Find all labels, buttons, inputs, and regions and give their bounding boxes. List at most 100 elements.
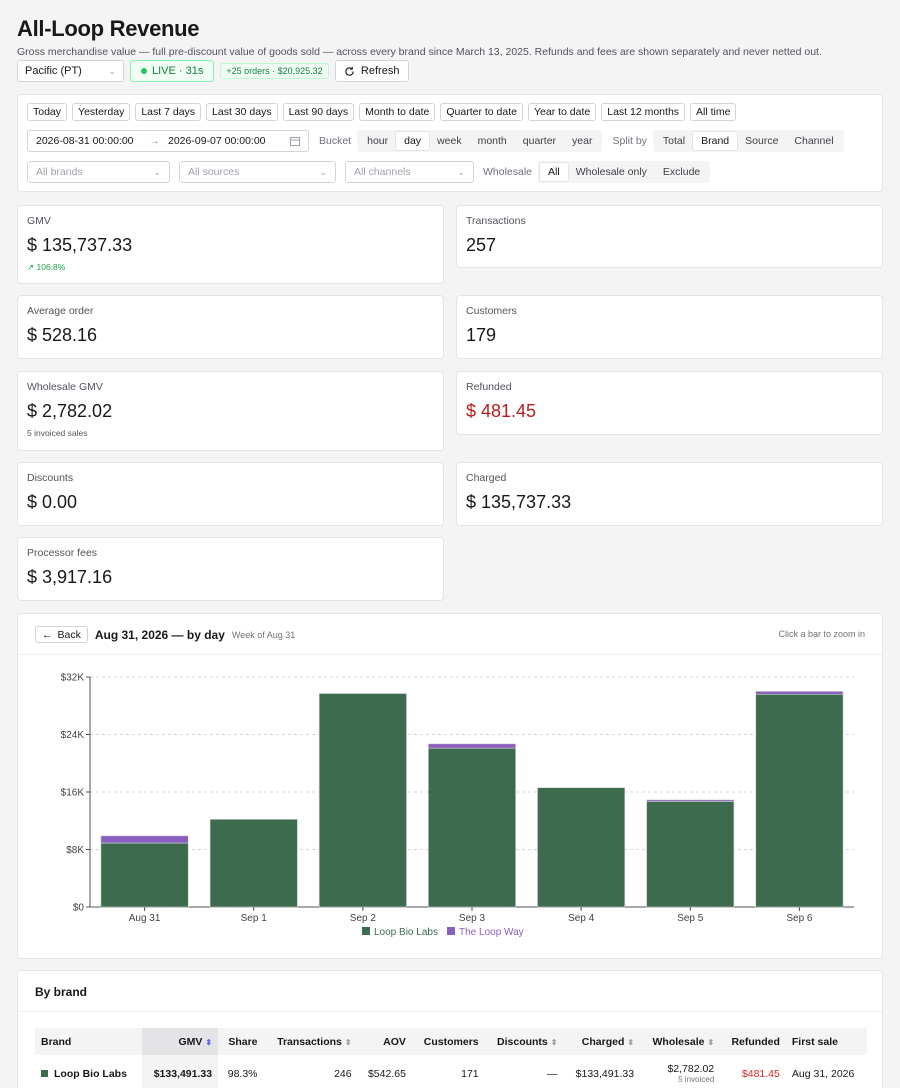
refresh-label: Refresh [360, 65, 400, 77]
wholesale-toggle: All Wholesale only Exclude [538, 161, 711, 183]
column-header-wholesale[interactable]: Wholesale ⬍ [640, 1028, 721, 1055]
column-header-first-sale[interactable]: First sale [785, 1028, 867, 1055]
metric-value: $ 481.45 [466, 401, 537, 421]
metric-fees: Processor fees $ 3,917.16 [17, 537, 444, 601]
x-tick-label: Sep 4 [568, 913, 595, 924]
brands-select[interactable]: All brands ⌄ [27, 161, 170, 183]
metric-value: $ 135,737.33 [466, 492, 572, 512]
chevron-down-icon: ⌄ [319, 166, 327, 177]
timezone-select[interactable]: Pacific (PT) ⌄ [17, 60, 124, 82]
metric-label: Customers [466, 305, 517, 317]
back-label: Back [57, 628, 81, 641]
metric-value: 179 [466, 325, 497, 345]
bucket-option-year[interactable]: year [572, 135, 593, 147]
x-tick-label: Sep 1 [241, 913, 268, 924]
split-option-total[interactable]: Total [662, 135, 686, 147]
bar-loop-bio-labs-sep-6 [755, 693, 844, 908]
metric-discounts: Discounts $ 0.00 [17, 462, 444, 526]
preset-quarter-to-date[interactable]: Quarter to date [440, 103, 523, 121]
wholesale_opt-option-all[interactable]: All [540, 163, 568, 181]
chevron-down-icon: ⌄ [153, 166, 161, 177]
chevron-down-icon: ⌄ [108, 65, 116, 76]
split-option-source[interactable]: Source [745, 135, 779, 147]
legend-swatch [362, 927, 370, 935]
table-row[interactable]: Loop Bio Labs $133,491.33 98.3% 246 $542.65 1… [35, 1055, 867, 1088]
cell-discounts: — [484, 1055, 564, 1088]
column-header-label: GMV [178, 1035, 203, 1048]
metric-transactions: Transactions 257 [456, 205, 883, 268]
date-range-picker[interactable]: 2026-08-31 00:00:00 → 2026-09-07 00:00:0… [27, 130, 309, 152]
brands-placeholder: All brands [36, 166, 83, 178]
metric-value: $ 2,782.02 [27, 401, 113, 421]
preset-year-to-date[interactable]: Year to date [527, 103, 597, 121]
wholesale_opt-option-wholesale-only[interactable]: Wholesale only [575, 166, 647, 178]
live-indicator[interactable]: LIVE · 31s [130, 60, 215, 82]
bucket-option-hour[interactable]: hour [367, 135, 389, 147]
y-tick-label: $0 [73, 903, 85, 914]
legend-swatch [447, 927, 455, 935]
column-header-label: Transactions [277, 1035, 342, 1048]
sources-select[interactable]: All sources ⌄ [179, 161, 336, 183]
brand-color-swatch [41, 1069, 48, 1077]
preset-last-90-days[interactable]: Last 90 days [282, 103, 355, 121]
column-header-label: Wholesale [652, 1035, 705, 1048]
column-header-share[interactable]: Share [218, 1028, 264, 1055]
bar-loop-bio-labs-aug-31 [100, 842, 189, 908]
column-header-aov[interactable]: AOV [357, 1028, 412, 1055]
metric-value: $ 528.16 [27, 325, 98, 345]
legend-label: The Loop Way [459, 927, 524, 938]
channels-select[interactable]: All channels ⌄ [345, 161, 474, 183]
bar-loop-bio-labs-sep-4 [537, 787, 626, 908]
calendar-icon [290, 137, 300, 146]
preset-last-12-months[interactable]: Last 12 months [601, 103, 686, 121]
bar-loop-bio-labs-sep-1 [209, 819, 298, 908]
column-header-brand[interactable]: Brand [35, 1028, 142, 1055]
metric-value: $ 135,737.33 [27, 235, 133, 255]
preset-last-7-days[interactable]: Last 7 days [135, 103, 202, 121]
bar-the-loop-way-sep-6 [755, 691, 844, 695]
metric-label: Refunded [466, 381, 512, 393]
brand-table: Brand GMV ⬍ Share Transactions ⬍ AOV Customers D… [35, 1028, 867, 1088]
column-header-customers[interactable]: Customers [411, 1028, 485, 1055]
column-header-refunded[interactable]: Refunded [720, 1028, 786, 1055]
column-header-transactions[interactable]: Transactions ⬍ [263, 1028, 358, 1055]
bucket-option-day[interactable]: day [396, 132, 430, 150]
revenue-chart: $0 $8K $16K $24K $32K Aug 31 Sep 1 Sep 2 Sep 3 Se… [61, 673, 854, 938]
cell-brand: Loop Bio Labs [35, 1055, 142, 1088]
x-tick-label: Aug 31 [129, 913, 161, 924]
back-button[interactable]: ← Back [35, 626, 88, 643]
cell-value: — [546, 1067, 558, 1080]
live-label: LIVE · 31s [152, 65, 204, 77]
preset-today[interactable]: Today [27, 103, 68, 121]
bar-loop-bio-labs-sep-2 [318, 693, 407, 908]
refresh-button[interactable]: Refresh [334, 60, 409, 82]
filters-panel: Today Yesterday Last 7 days Last 30 days Las… [17, 94, 883, 192]
x-tick-label: Sep 6 [786, 913, 813, 924]
column-header-label: Brand [41, 1035, 72, 1048]
cell-value: 98.3% [227, 1067, 258, 1080]
column-header-charged[interactable]: Charged ⬍ [563, 1028, 641, 1055]
bar-the-loop-way-sep-3 [428, 743, 516, 749]
split-option-channel[interactable]: Channel [794, 135, 834, 147]
bucket-option-month[interactable]: month [477, 135, 507, 147]
arrow-left-icon: ← [42, 628, 53, 641]
cell-value: $481.45 [741, 1067, 780, 1080]
preset-all-time[interactable]: All time [690, 103, 737, 121]
preset-yesterday[interactable]: Yesterday [72, 103, 131, 121]
metric-value: $ 3,917.16 [27, 567, 113, 587]
bucket-label: Bucket [319, 135, 352, 147]
cell-value: $542.65 [367, 1067, 406, 1080]
column-header-gmv[interactable]: GMV ⬍ [141, 1028, 219, 1055]
cell-customers: 171 [411, 1055, 485, 1088]
split-option-brand[interactable]: Brand [693, 132, 738, 150]
y-tick-label: $16K [61, 788, 85, 799]
bucket-option-week[interactable]: week [437, 135, 462, 147]
column-header-label: Share [228, 1035, 258, 1048]
metric-trend: ↗ 106.8% [27, 262, 434, 273]
wholesale_opt-option-exclude[interactable]: Exclude [662, 166, 701, 178]
column-header-discounts[interactable]: Discounts ⬍ [484, 1028, 564, 1055]
bucket-option-quarter[interactable]: quarter [522, 135, 557, 147]
metric-value: $ 0.00 [27, 492, 78, 512]
preset-month-to-date[interactable]: Month to date [359, 103, 436, 121]
preset-last-30-days[interactable]: Last 30 days [206, 103, 278, 121]
